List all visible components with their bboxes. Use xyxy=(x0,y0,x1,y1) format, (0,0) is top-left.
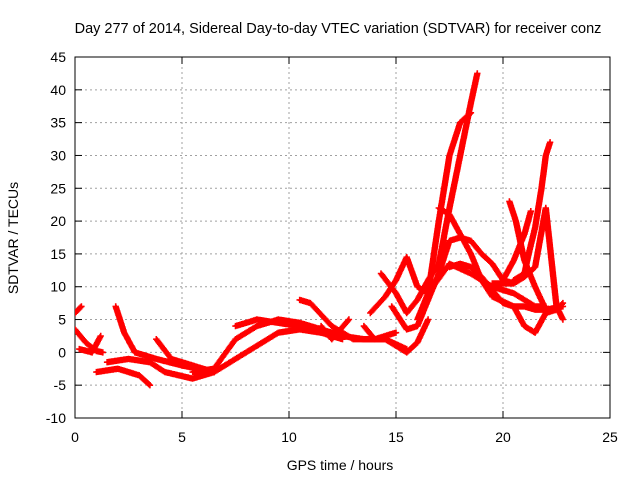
x-tick-label: 5 xyxy=(178,429,186,445)
x-tick-label: 20 xyxy=(495,429,511,445)
series-markers xyxy=(103,355,218,382)
y-tick-label: 30 xyxy=(50,147,66,163)
series-markers xyxy=(510,139,554,284)
y-tick-label: 40 xyxy=(50,82,66,98)
series-arc-6 xyxy=(103,355,218,382)
series-markers xyxy=(112,303,218,376)
series-markers xyxy=(75,303,85,317)
series-arc-4 xyxy=(93,365,154,389)
x-tick-label: 10 xyxy=(281,429,297,445)
y-tick-label: 10 xyxy=(50,279,66,295)
y-tick-label: 45 xyxy=(50,49,66,65)
plot-frame xyxy=(74,56,611,419)
series-arc-18 xyxy=(435,204,567,336)
series-arc-3 xyxy=(76,332,104,356)
series-markers xyxy=(377,70,481,317)
x-tick-label: 15 xyxy=(388,429,404,445)
axis-ticks: 0 5 10 15 20 25 -10 -5 0 5 10 15 20 25 30 35 40 45 xyxy=(46,49,618,445)
x-tick-label: 25 xyxy=(602,429,618,445)
series-markers xyxy=(317,316,353,343)
series-markers xyxy=(93,365,154,389)
series-arc-1 xyxy=(75,303,85,317)
y-tick-label: 20 xyxy=(50,213,66,229)
series-markers xyxy=(360,316,432,356)
series-markers xyxy=(367,109,475,317)
series-arc-15 xyxy=(377,70,481,317)
series-arc-13 xyxy=(367,109,475,317)
series-arc-11 xyxy=(317,316,353,343)
series-arc-9 xyxy=(232,316,346,336)
series-markers xyxy=(232,316,346,336)
y-tick-label: 5 xyxy=(58,312,66,328)
series-markers xyxy=(435,204,567,336)
y-tick-label: 15 xyxy=(50,246,66,262)
y-tick-label: -10 xyxy=(46,410,66,426)
series-arc-22 xyxy=(499,208,534,284)
y-tick-label: 0 xyxy=(58,344,66,360)
x-tick-label: 0 xyxy=(71,429,79,445)
data-series xyxy=(75,70,567,389)
y-axis-label: SDTVAR / TECUs xyxy=(5,182,21,294)
series-arc-21 xyxy=(510,139,554,284)
series-arc-12 xyxy=(360,316,432,356)
x-axis-label: GPS time / hours xyxy=(287,457,394,473)
series-markers xyxy=(76,332,104,356)
y-tick-label: -5 xyxy=(54,377,67,393)
series-markers xyxy=(499,208,534,284)
chart-title: Day 277 of 2014, Sidereal Day-to-day VTE… xyxy=(75,21,602,37)
series-arc-5 xyxy=(112,303,218,376)
y-tick-label: 25 xyxy=(50,180,66,196)
y-tick-label: 35 xyxy=(50,115,66,131)
